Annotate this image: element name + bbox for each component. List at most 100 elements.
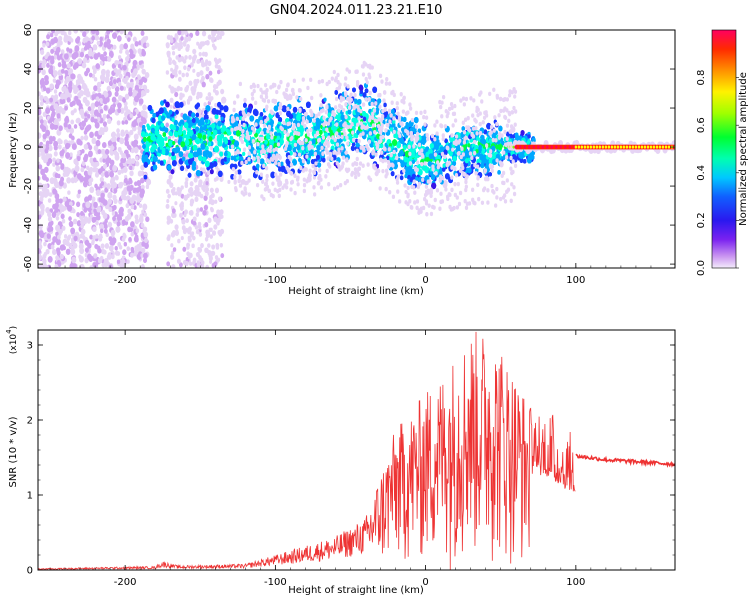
heat-mark — [207, 249, 212, 256]
heat-mark — [59, 244, 65, 251]
heat-mark — [130, 231, 135, 237]
heat-mark — [117, 68, 122, 75]
heat-mark — [141, 68, 146, 75]
heat-mark — [88, 150, 93, 157]
heat-mark — [75, 79, 80, 84]
heat-mark — [56, 30, 61, 35]
heat-mark — [126, 259, 130, 264]
heat-mark — [65, 115, 69, 121]
heat-mark — [135, 160, 140, 167]
heat-mark — [91, 238, 95, 244]
heat-mark — [167, 135, 171, 141]
heat-mark — [92, 235, 96, 240]
heat-mark — [168, 60, 172, 66]
heat-mark — [128, 190, 132, 196]
heat-mark — [168, 152, 172, 157]
heat-mark — [116, 259, 121, 264]
heat-mark — [129, 197, 135, 205]
heat-mark — [133, 235, 139, 243]
heat-mark — [217, 211, 221, 217]
heat-mark — [49, 65, 53, 70]
heat-mark — [166, 235, 171, 242]
heat-mark — [76, 138, 82, 146]
heat-mark — [43, 95, 48, 101]
heat-mark — [488, 172, 493, 177]
heat-mark — [51, 30, 56, 34]
heat-mark — [201, 30, 207, 37]
heat-mark — [119, 150, 123, 155]
heat-mark — [134, 95, 140, 103]
heat-mark — [64, 200, 70, 207]
heat-mark — [202, 187, 207, 193]
heat-mark — [289, 132, 294, 137]
heat-mark — [135, 79, 140, 84]
heat-mark — [96, 81, 102, 88]
heat-mark — [188, 80, 193, 86]
heat-mark — [128, 179, 133, 185]
heat-mark — [134, 214, 139, 220]
heat-mark — [130, 246, 135, 252]
heat-mark — [46, 233, 51, 240]
heat-mark — [103, 41, 109, 48]
heat-mark — [185, 218, 189, 224]
heat-mark — [56, 259, 61, 266]
heat-mark — [141, 110, 147, 118]
heat-mark — [123, 43, 129, 50]
heat-mark — [132, 111, 137, 117]
heat-mark — [76, 99, 82, 106]
heat-mark — [66, 177, 72, 184]
heat-mark — [106, 254, 111, 260]
heat-mark — [43, 166, 49, 173]
heat-mark — [86, 165, 90, 171]
heat-mark — [165, 122, 169, 128]
heat-mark — [174, 41, 179, 48]
heat-mark — [98, 129, 103, 136]
heat-mark — [38, 164, 43, 170]
heat-mark — [187, 254, 192, 260]
heat-mark — [178, 41, 183, 47]
heat-mark — [57, 144, 62, 150]
heat-mark — [74, 160, 79, 167]
heat-mark — [108, 264, 113, 268]
heat-mark — [172, 247, 177, 252]
heat-mark — [38, 210, 41, 216]
heat-mark — [132, 36, 137, 42]
heat-mark — [97, 149, 102, 155]
heat-mark — [47, 157, 53, 164]
heat-mark — [198, 232, 203, 237]
heat-mark — [109, 106, 114, 113]
heat-mark — [103, 91, 109, 98]
heat-mark — [109, 150, 114, 156]
heat-mark — [107, 192, 113, 199]
heat-mark — [177, 238, 181, 244]
heat-mark — [143, 231, 149, 238]
heat-mark — [169, 97, 174, 103]
heat-mark — [135, 194, 141, 202]
heat-mark — [92, 167, 97, 173]
heat-mark — [63, 53, 69, 60]
heat-mark — [213, 216, 218, 223]
heat-mark — [64, 69, 69, 76]
heat-mark — [180, 236, 184, 241]
heat-mark — [132, 143, 137, 148]
heat-mark — [116, 128, 120, 134]
heat-mark — [102, 121, 108, 127]
heat-mark — [94, 243, 99, 250]
heat-mark — [215, 187, 219, 193]
heat-mark — [209, 187, 214, 193]
heat-mark — [191, 243, 195, 249]
heat-mark — [103, 51, 107, 57]
heat-mark — [105, 172, 110, 178]
heat-mark — [68, 68, 74, 75]
heat-mark — [57, 173, 61, 179]
heat-mark — [172, 212, 177, 218]
heat-mark — [60, 68, 65, 74]
heat-mark — [49, 123, 55, 130]
heat-mark — [97, 87, 101, 93]
heat-mark — [99, 109, 104, 114]
heat-mark — [106, 30, 111, 35]
heat-mark — [91, 196, 96, 202]
heat-mark — [312, 175, 316, 180]
heat-mark — [71, 100, 76, 106]
